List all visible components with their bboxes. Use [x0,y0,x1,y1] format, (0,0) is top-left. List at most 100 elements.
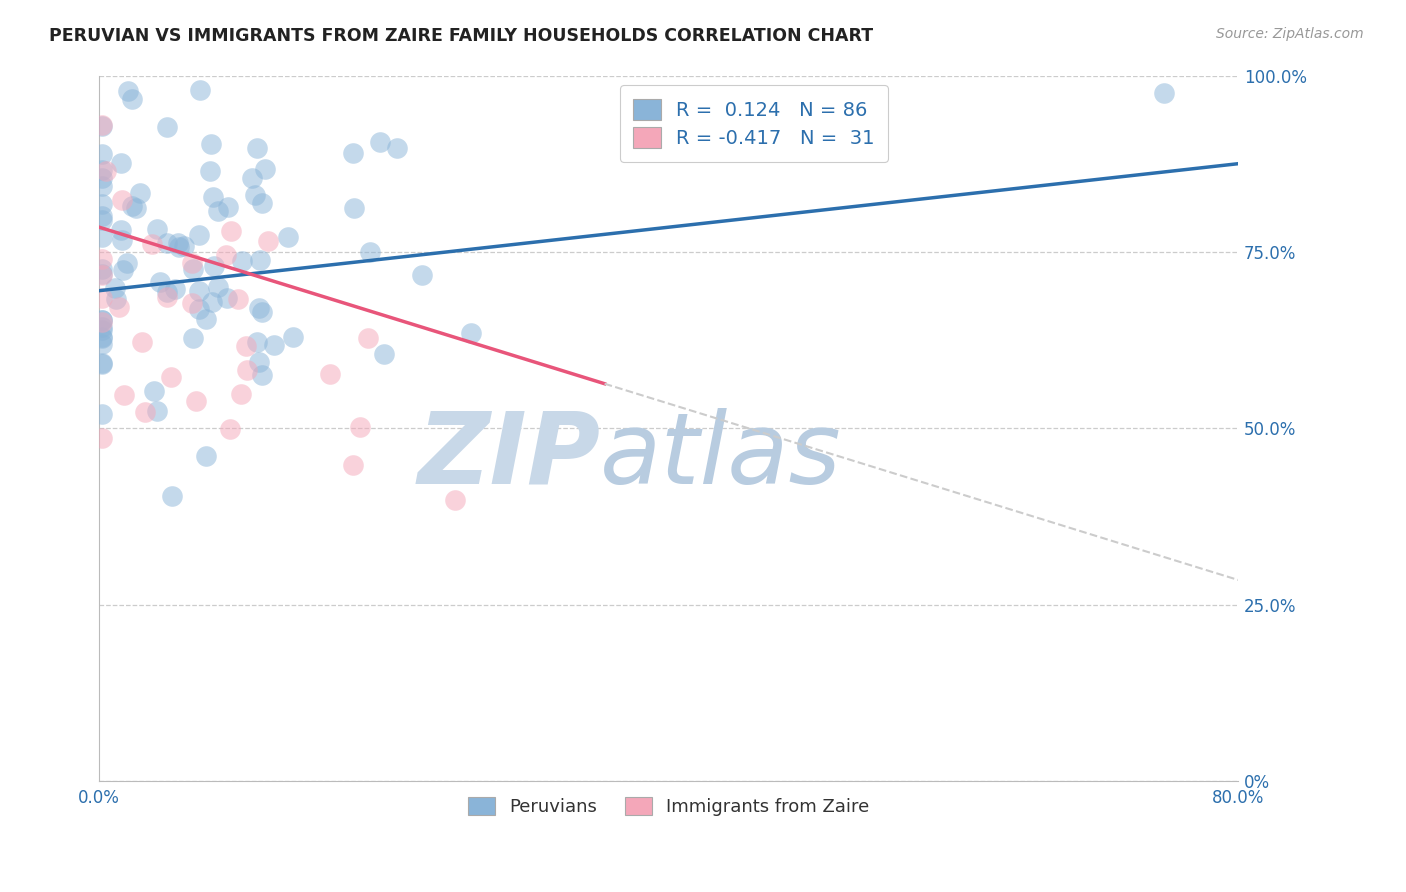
Point [91,312,114,326]
Point [91,252,114,266]
Point [319,367,342,381]
Point [91,320,114,334]
Point [111,233,134,247]
Point [91,262,114,277]
Point [125,202,148,216]
Point [281,330,304,344]
Point [188,302,211,317]
Point [246,334,269,349]
Point [91,315,114,329]
Point [91,330,114,344]
Text: atlas: atlas [600,408,842,505]
Point [188,285,211,299]
Point [184,394,207,409]
Point [156,236,179,251]
Point [91,323,114,337]
Point [115,256,138,270]
Point [131,334,153,349]
Point [91,162,114,177]
Point [91,291,114,305]
Point [250,196,273,211]
Point [249,253,271,268]
Point [343,201,366,215]
Point [105,292,128,306]
Point [200,136,222,151]
Point [257,234,280,248]
Point [104,281,127,295]
Point [167,236,190,251]
Point [91,230,114,244]
Point [370,136,392,150]
Point [202,259,225,273]
Point [277,230,299,244]
Point [160,489,183,503]
Point [201,190,224,204]
Point [173,239,195,253]
Point [247,355,270,369]
Point [91,147,114,161]
Point [250,368,273,382]
Point [194,450,217,464]
Point [145,404,167,418]
Point [121,199,143,213]
Point [217,200,239,214]
Point [91,171,114,186]
Point [117,84,139,98]
Point [342,458,364,472]
Point [215,291,238,305]
Point [181,296,204,310]
Point [263,337,285,351]
Point [169,240,191,254]
Point [195,312,218,326]
Point [207,280,229,294]
Point [91,408,114,422]
Point [411,268,433,282]
Point [219,224,242,238]
Point [91,313,114,327]
Point [111,193,134,207]
Point [163,282,186,296]
Point [181,255,204,269]
Point [342,145,364,160]
Point [181,261,204,276]
Point [188,82,211,96]
Point [149,276,172,290]
Text: PERUVIAN VS IMMIGRANTS FROM ZAIRE FAMILY HOUSEHOLDS CORRELATION CHART: PERUVIAN VS IMMIGRANTS FROM ZAIRE FAMILY… [49,27,873,45]
Point [91,331,114,345]
Point [359,245,381,260]
Point [91,197,114,211]
Point [207,203,229,218]
Point [129,186,152,200]
Point [156,290,179,304]
Point [91,179,114,194]
Point [181,331,204,345]
Point [226,292,249,306]
Point [91,120,114,134]
Point [111,262,134,277]
Point [94,163,117,178]
Text: Source: ZipAtlas.com: Source: ZipAtlas.com [1216,27,1364,41]
Point [254,161,277,176]
Point [156,120,179,135]
Text: ZIP: ZIP [418,408,600,505]
Point [219,422,242,436]
Point [112,388,135,402]
Point [231,253,253,268]
Point [141,237,163,252]
Point [250,304,273,318]
Point [349,420,371,434]
Point [246,141,269,155]
Point [357,330,380,344]
Point [215,248,238,262]
Point [91,357,114,371]
Point [159,370,181,384]
Point [91,431,114,445]
Point [110,223,132,237]
Point [91,118,114,132]
Point [108,300,131,314]
Point [1153,86,1175,100]
Point [146,221,169,235]
Point [91,356,114,370]
Point [460,326,482,341]
Point [243,188,266,202]
